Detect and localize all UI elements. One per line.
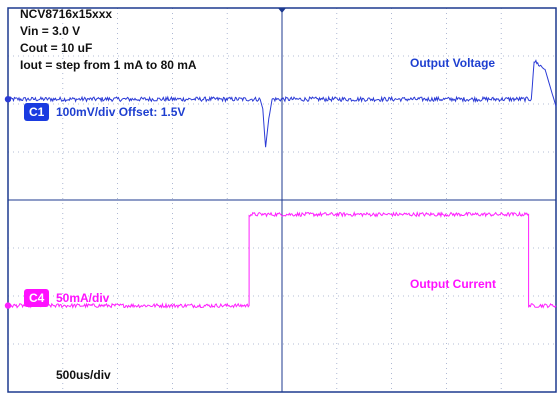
c1-scale-label: 100mV/div Offset: 1.5V (56, 105, 186, 119)
output-current-label: Output Current (410, 277, 496, 291)
c4-level-marker (4, 302, 12, 309)
trace-c1 (7, 59, 557, 148)
iout-annotation: Iout = step from 1 mA to 80 mA (20, 58, 197, 72)
timebase-label: 500us/div (56, 368, 111, 382)
device-name: NCV8716x15xxx (20, 7, 113, 21)
c1-channel-badge: C1 (24, 103, 50, 121)
vin-annotation: Vin = 3.0 V (20, 24, 81, 38)
trace-c4 (8, 210, 557, 309)
c4-scale-label: 50mA/div (56, 291, 110, 305)
trigger-position-marker (278, 8, 286, 13)
traces (4, 8, 557, 309)
output-voltage-label: Output Voltage (410, 56, 496, 70)
c1-level-marker (4, 96, 12, 103)
cout-annotation: Cout = 10 uF (20, 41, 93, 55)
c4-channel-badge: C4 (24, 289, 50, 307)
